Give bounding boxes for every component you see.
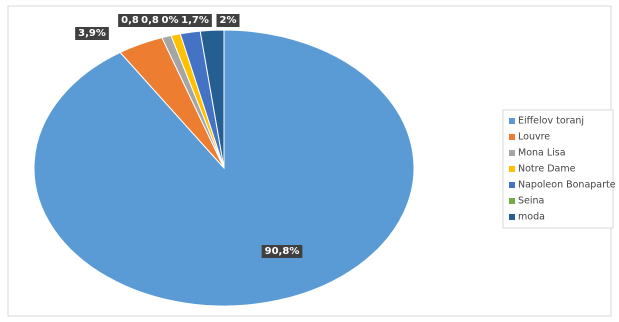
legend-label: Seina (518, 196, 544, 207)
data-label: 0% (162, 15, 179, 26)
legend-label: Eiffelov toranj (518, 116, 584, 127)
pie-slice (199, 29, 225, 169)
data-label-bg (75, 27, 109, 40)
legend-swatch (509, 118, 515, 124)
legend-label: Napoleon Bonaparte (518, 180, 616, 191)
data-label-bg (178, 14, 212, 27)
legend-swatch (509, 214, 515, 220)
data-label: 3,9% (78, 28, 106, 39)
data-label: 0,8% (121, 15, 149, 26)
legend-swatch (509, 166, 515, 172)
legend-swatch (509, 198, 515, 204)
legend-label: Mona Lisa (518, 148, 566, 159)
data-label-bg (261, 245, 303, 258)
legend-label: Notre Dame (518, 164, 576, 175)
legend-label: Louvre (518, 132, 550, 143)
data-label: 1,7% (181, 15, 209, 26)
legend-swatch (509, 182, 515, 188)
legend-swatch (509, 150, 515, 156)
data-label-bg (216, 14, 240, 27)
legend-label: moda (518, 212, 545, 223)
legend-box (502, 109, 614, 229)
legend-swatch (509, 134, 515, 140)
data-label: 90,8% (265, 246, 300, 257)
data-label-bg (158, 14, 182, 27)
data-label: 2% (220, 15, 237, 26)
data-label: 0,8% (141, 15, 169, 26)
